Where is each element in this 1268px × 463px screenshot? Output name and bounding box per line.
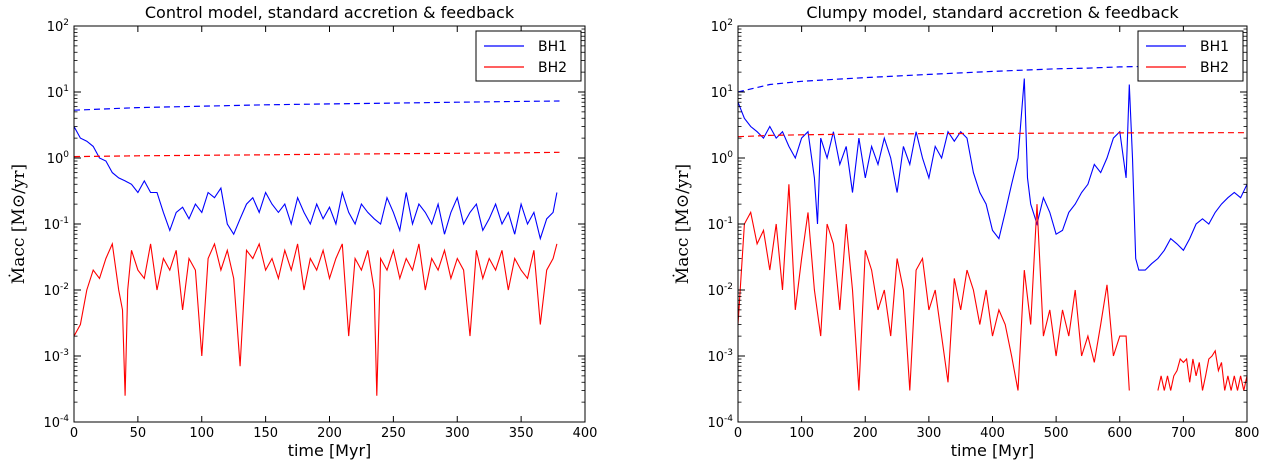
y-axis-label: Ṁacc [M⊙/yr] xyxy=(672,164,693,284)
chart-clumpy-model: 0 100 200 300 400 500 600 700 800 10-4 10-3 10-2 10-… xyxy=(672,3,1259,460)
plot-frame xyxy=(737,25,1248,423)
y-tick-label: 10-1 xyxy=(707,216,733,233)
x-tick-label: 300 xyxy=(916,426,941,441)
x-tick-label: 0 xyxy=(734,426,742,441)
y-tick-label: 101 xyxy=(47,84,69,101)
legend-label-bh1: BH1 xyxy=(1200,39,1229,55)
y-tick-label: 10-4 xyxy=(43,414,69,431)
y-axis-label: Ṁacc [M⊙/yr] xyxy=(8,164,29,284)
x-tick-label: 300 xyxy=(445,426,470,441)
y-tick-label: 10-3 xyxy=(707,348,733,365)
x-tick-label: 200 xyxy=(317,426,342,441)
y-tick-label: 102 xyxy=(711,18,733,35)
x-tick-label: 100 xyxy=(189,426,214,441)
y-tick-label: 10-2 xyxy=(43,282,69,299)
series-bh1-dashed-line-2 xyxy=(73,100,560,111)
series-bh2-dashed-line-3 xyxy=(73,151,560,158)
chart-control-model: 0 50 100 150 200 250 300 350 400 10-4 10-3 10-2 10-1… xyxy=(8,3,597,460)
y-tick-label: 100 xyxy=(711,150,734,167)
x-tick-label: 0 xyxy=(70,426,78,441)
legend-box xyxy=(1137,30,1244,82)
legend-box xyxy=(475,30,582,82)
y-tick-label: 101 xyxy=(711,84,733,101)
x-tick-label: 250 xyxy=(381,426,406,441)
x-tick-label: 200 xyxy=(853,426,878,441)
plot-frame xyxy=(73,25,586,423)
x-tick-label: 100 xyxy=(789,426,814,441)
y-tick-label: 10-3 xyxy=(43,348,69,365)
chart-title: Control model, standard accretion & feed… xyxy=(145,3,515,22)
x-tick-label: 700 xyxy=(1171,426,1196,441)
x-axis-label: time [Myr] xyxy=(288,441,372,460)
x-tick-label: 350 xyxy=(509,426,534,441)
x-tick-label: 400 xyxy=(573,426,598,441)
series-bh1-solid-line-0 xyxy=(73,126,558,241)
series-bh1-solid-line-0 xyxy=(737,78,1248,271)
series-bh2-dashed-line-4 xyxy=(737,132,1247,138)
x-tick-label: 50 xyxy=(130,426,147,441)
x-tick-label: 400 xyxy=(980,426,1005,441)
x-tick-label: 150 xyxy=(253,426,278,441)
legend-label-bh2: BH2 xyxy=(538,60,567,76)
y-tick-label: 100 xyxy=(47,150,70,167)
y-tick-label: 10-1 xyxy=(43,216,69,233)
y-tick-label: 10-4 xyxy=(707,414,733,431)
x-tick-label: 600 xyxy=(1107,426,1132,441)
series-bh2-solid-line-2 xyxy=(1157,349,1248,391)
legend-label-bh2: BH2 xyxy=(1200,60,1229,76)
x-axis-label: time [Myr] xyxy=(951,441,1035,460)
legend-label-bh1: BH1 xyxy=(538,39,567,55)
y-tick-label: 102 xyxy=(47,18,69,35)
series-bh2-solid-line-1 xyxy=(73,241,558,396)
x-tick-label: 500 xyxy=(1044,426,1069,441)
x-tick-label: 800 xyxy=(1235,426,1260,441)
y-tick-label: 10-2 xyxy=(707,282,733,299)
series-bh2-solid-line-1 xyxy=(737,184,1130,391)
chart-title: Clumpy model, standard accretion & feedb… xyxy=(806,3,1179,22)
